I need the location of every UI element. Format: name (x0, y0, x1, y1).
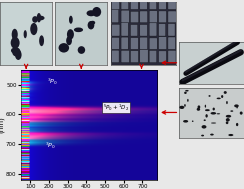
FancyBboxPatch shape (112, 50, 119, 63)
Ellipse shape (184, 92, 187, 94)
FancyBboxPatch shape (168, 50, 176, 63)
Ellipse shape (90, 21, 95, 25)
Ellipse shape (69, 16, 73, 24)
Ellipse shape (228, 134, 233, 136)
Ellipse shape (36, 16, 45, 20)
Ellipse shape (15, 50, 21, 60)
Ellipse shape (236, 123, 238, 126)
Ellipse shape (67, 29, 74, 40)
FancyBboxPatch shape (112, 24, 120, 36)
Ellipse shape (198, 105, 200, 109)
FancyBboxPatch shape (159, 37, 167, 49)
FancyBboxPatch shape (140, 37, 148, 49)
Ellipse shape (201, 135, 204, 136)
FancyBboxPatch shape (149, 38, 157, 49)
Ellipse shape (39, 35, 44, 46)
FancyBboxPatch shape (131, 11, 139, 23)
Text: $^3P_0$: $^3P_0$ (47, 77, 58, 87)
FancyBboxPatch shape (140, 49, 148, 63)
Ellipse shape (226, 118, 230, 122)
FancyBboxPatch shape (112, 0, 120, 9)
Ellipse shape (13, 36, 17, 43)
Ellipse shape (187, 99, 189, 102)
Ellipse shape (184, 104, 186, 107)
Text: $^3P_0$: $^3P_0$ (45, 140, 56, 151)
FancyBboxPatch shape (131, 0, 138, 9)
Ellipse shape (66, 36, 72, 45)
Ellipse shape (37, 13, 41, 22)
FancyBboxPatch shape (168, 23, 175, 36)
Ellipse shape (197, 108, 200, 111)
Ellipse shape (203, 119, 206, 121)
Ellipse shape (185, 90, 189, 91)
Ellipse shape (213, 108, 215, 110)
Ellipse shape (208, 95, 211, 97)
FancyBboxPatch shape (140, 11, 148, 23)
FancyBboxPatch shape (121, 50, 129, 63)
FancyBboxPatch shape (131, 51, 138, 63)
Ellipse shape (78, 46, 85, 54)
FancyBboxPatch shape (159, 24, 166, 36)
Ellipse shape (205, 105, 206, 108)
FancyBboxPatch shape (149, 50, 157, 63)
Ellipse shape (224, 91, 227, 94)
FancyBboxPatch shape (140, 25, 147, 36)
Ellipse shape (226, 115, 231, 118)
Ellipse shape (211, 122, 216, 124)
FancyBboxPatch shape (121, 22, 128, 36)
Ellipse shape (198, 108, 199, 109)
Ellipse shape (183, 120, 188, 123)
FancyBboxPatch shape (168, 11, 176, 23)
Ellipse shape (87, 10, 96, 16)
FancyBboxPatch shape (159, 0, 166, 9)
Text: $^5P_0+^1D_2$: $^5P_0+^1D_2$ (103, 102, 129, 113)
FancyBboxPatch shape (149, 11, 157, 23)
FancyBboxPatch shape (149, 23, 157, 36)
Ellipse shape (92, 7, 101, 17)
Ellipse shape (240, 112, 243, 115)
Ellipse shape (74, 27, 83, 32)
Ellipse shape (88, 21, 94, 29)
Ellipse shape (217, 113, 220, 114)
Ellipse shape (32, 16, 38, 23)
FancyBboxPatch shape (140, 0, 147, 9)
Ellipse shape (11, 37, 20, 49)
FancyBboxPatch shape (131, 38, 138, 49)
FancyBboxPatch shape (112, 37, 119, 49)
FancyBboxPatch shape (121, 0, 129, 9)
FancyBboxPatch shape (131, 25, 138, 36)
Ellipse shape (24, 30, 27, 38)
Ellipse shape (12, 29, 18, 40)
Ellipse shape (226, 121, 228, 124)
Ellipse shape (205, 109, 210, 111)
Ellipse shape (211, 112, 216, 115)
FancyBboxPatch shape (121, 37, 128, 49)
FancyBboxPatch shape (112, 9, 119, 23)
FancyBboxPatch shape (168, 0, 176, 9)
Ellipse shape (226, 101, 228, 104)
Ellipse shape (12, 47, 20, 57)
Ellipse shape (202, 125, 206, 129)
Ellipse shape (230, 110, 233, 112)
Y-axis label: Wavelength
(nm): Wavelength (nm) (0, 104, 5, 145)
Ellipse shape (192, 120, 193, 122)
Ellipse shape (221, 95, 223, 98)
FancyBboxPatch shape (149, 0, 157, 9)
Ellipse shape (30, 23, 37, 35)
FancyBboxPatch shape (159, 11, 166, 23)
Ellipse shape (59, 43, 69, 53)
FancyBboxPatch shape (159, 51, 166, 63)
Ellipse shape (217, 98, 221, 99)
Ellipse shape (236, 107, 238, 108)
Ellipse shape (11, 48, 16, 53)
Ellipse shape (234, 104, 239, 107)
FancyBboxPatch shape (168, 37, 175, 49)
FancyBboxPatch shape (121, 10, 129, 23)
Ellipse shape (210, 134, 214, 136)
Ellipse shape (205, 114, 208, 118)
Ellipse shape (179, 106, 184, 109)
